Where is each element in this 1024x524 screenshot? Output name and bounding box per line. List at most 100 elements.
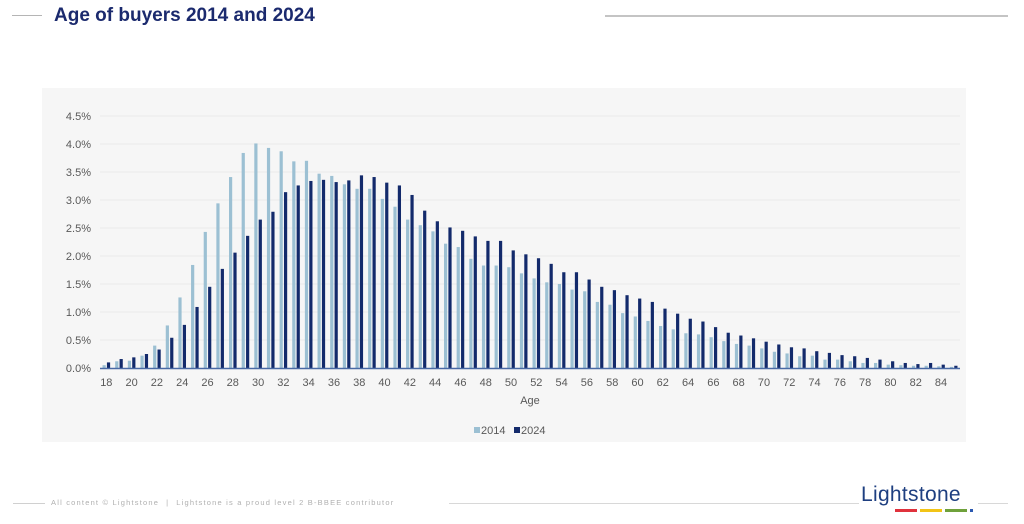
legend-label-2024: 2024 bbox=[521, 425, 545, 437]
bar-2014-age-82 bbox=[911, 365, 916, 368]
bar-2024-age-83 bbox=[928, 362, 933, 368]
bar-2024-age-28 bbox=[233, 252, 237, 368]
x-tick-label: 56 bbox=[581, 377, 593, 389]
legend-swatch-2024 bbox=[514, 427, 520, 433]
y-tick-label: 1.5% bbox=[66, 279, 91, 291]
bar-2014-age-59 bbox=[621, 313, 625, 368]
header-divider-line bbox=[605, 15, 1008, 17]
x-tick-label: 42 bbox=[404, 377, 416, 389]
x-tick-label: 66 bbox=[707, 377, 719, 389]
bar-2014-age-74 bbox=[810, 355, 814, 368]
bar-2024-age-44 bbox=[435, 221, 439, 368]
bar-2024-age-56 bbox=[587, 279, 591, 368]
x-tick-label: 30 bbox=[252, 377, 264, 389]
bar-2024-age-21 bbox=[144, 354, 149, 368]
x-tick-label: 40 bbox=[378, 377, 390, 389]
bar-2014-age-22 bbox=[153, 345, 157, 368]
bar-2014-age-67 bbox=[722, 341, 726, 368]
x-tick-label: 78 bbox=[859, 377, 871, 389]
x-tick-label: 22 bbox=[151, 377, 163, 389]
bar-2024-age-37 bbox=[347, 180, 351, 368]
bar-2024-age-60 bbox=[638, 298, 642, 368]
logo-text: Lightstone bbox=[861, 483, 961, 506]
legend-swatch-2014 bbox=[474, 427, 480, 433]
y-tick-label: 0.0% bbox=[66, 363, 91, 375]
footer-line-left bbox=[13, 503, 45, 504]
bar-2024-age-43 bbox=[423, 210, 427, 368]
bar-2024-age-62 bbox=[663, 308, 667, 368]
bar-2024-age-77 bbox=[853, 356, 857, 368]
bar-2014-age-37 bbox=[342, 184, 347, 368]
bar-2024-age-41 bbox=[397, 185, 402, 368]
x-axis-title: Age bbox=[520, 395, 540, 407]
footer-bbbee: Lightstone is a proud level 2 B-BBEE con… bbox=[176, 498, 395, 507]
bar-2014-age-23 bbox=[165, 325, 169, 368]
bar-2024-age-27 bbox=[220, 268, 224, 368]
x-axis-ticks: 18 20 22 24 26 28 30 32 34 36 38 40 42 44 46 48 50 52 54 56… bbox=[100, 377, 947, 389]
x-tick-label: 26 bbox=[201, 377, 213, 389]
bar-2024-age-47 bbox=[473, 236, 477, 368]
bar-2014-age-41 bbox=[393, 206, 397, 368]
x-tick-label: 70 bbox=[758, 377, 770, 389]
bar-2024-age-26 bbox=[208, 286, 212, 368]
bar-2014-age-30 bbox=[254, 143, 258, 368]
bar-2024-age-22 bbox=[157, 349, 161, 368]
bar-2024-age-39 bbox=[372, 177, 376, 368]
bar-2024-age-45 bbox=[448, 227, 452, 368]
bar-2014-age-44 bbox=[431, 231, 435, 368]
x-tick-label: 80 bbox=[884, 377, 896, 389]
x-tick-label: 24 bbox=[176, 377, 188, 389]
bar-2014-age-65 bbox=[696, 334, 701, 368]
bar-2014-age-27 bbox=[216, 203, 220, 368]
bar-2014-age-62 bbox=[658, 326, 663, 368]
x-tick-label: 64 bbox=[682, 377, 694, 389]
bar-2014-age-61 bbox=[646, 320, 650, 368]
bar-2014-age-20 bbox=[127, 360, 132, 368]
y-tick-label: 3.0% bbox=[66, 195, 91, 207]
bar-2014-age-79 bbox=[873, 362, 878, 368]
x-tick-label: 62 bbox=[657, 377, 669, 389]
bar-2024-age-79 bbox=[878, 359, 882, 368]
bar-2024-age-20 bbox=[132, 357, 136, 368]
bar-2024-age-18 bbox=[106, 362, 111, 368]
bar-2024-age-53 bbox=[549, 263, 553, 368]
bar-2024-age-38 bbox=[359, 175, 364, 368]
bar-2014-age-68 bbox=[734, 343, 739, 368]
bar-2024-age-74 bbox=[815, 351, 819, 368]
bar-2014-age-85 bbox=[949, 366, 954, 368]
bar-2014-age-34 bbox=[304, 160, 309, 368]
bar-2014-age-63 bbox=[671, 329, 675, 368]
x-tick-label: 36 bbox=[328, 377, 340, 389]
bar-2024-age-75 bbox=[827, 352, 832, 368]
x-tick-label: 38 bbox=[353, 377, 365, 389]
bar-2014-age-81 bbox=[899, 365, 903, 368]
x-tick-label: 46 bbox=[454, 377, 466, 389]
bar-2024-age-82 bbox=[916, 364, 920, 368]
bar-2024-age-36 bbox=[334, 182, 338, 368]
title-decoration-line bbox=[12, 15, 42, 16]
bar-2024-age-55 bbox=[574, 272, 579, 368]
footer-line-right bbox=[449, 503, 859, 504]
bar-2014-age-38 bbox=[355, 188, 359, 368]
bar-2014-age-57 bbox=[595, 301, 599, 368]
bar-2024-age-78 bbox=[865, 357, 869, 368]
bar-2024-age-61 bbox=[650, 301, 654, 368]
bar-2024-age-58 bbox=[612, 290, 617, 368]
bars bbox=[102, 143, 958, 368]
x-tick-label: 52 bbox=[530, 377, 542, 389]
bar-chart: 0.0% 0.5% 1.0% 1.5% 2.0% 2.5% 3.0% 3.5% 4.0% 4.5%… bbox=[66, 111, 960, 437]
bar-2024-age-29 bbox=[246, 235, 250, 368]
x-tick-label: 44 bbox=[429, 377, 441, 389]
bar-2024-age-69 bbox=[751, 338, 756, 368]
bar-2014-age-24 bbox=[178, 297, 182, 368]
bar-2024-age-42 bbox=[410, 194, 414, 368]
x-tick-label: 76 bbox=[834, 377, 846, 389]
footer-copyright: All content © Lightstone bbox=[51, 498, 160, 507]
x-tick-label: 74 bbox=[808, 377, 820, 389]
bar-2014-age-71 bbox=[772, 351, 777, 368]
bar-2014-age-48 bbox=[481, 265, 486, 368]
bar-2014-age-46 bbox=[456, 247, 460, 368]
y-tick-label: 4.5% bbox=[66, 111, 91, 123]
x-tick-label: 58 bbox=[606, 377, 618, 389]
bar-2014-age-70 bbox=[760, 348, 764, 368]
